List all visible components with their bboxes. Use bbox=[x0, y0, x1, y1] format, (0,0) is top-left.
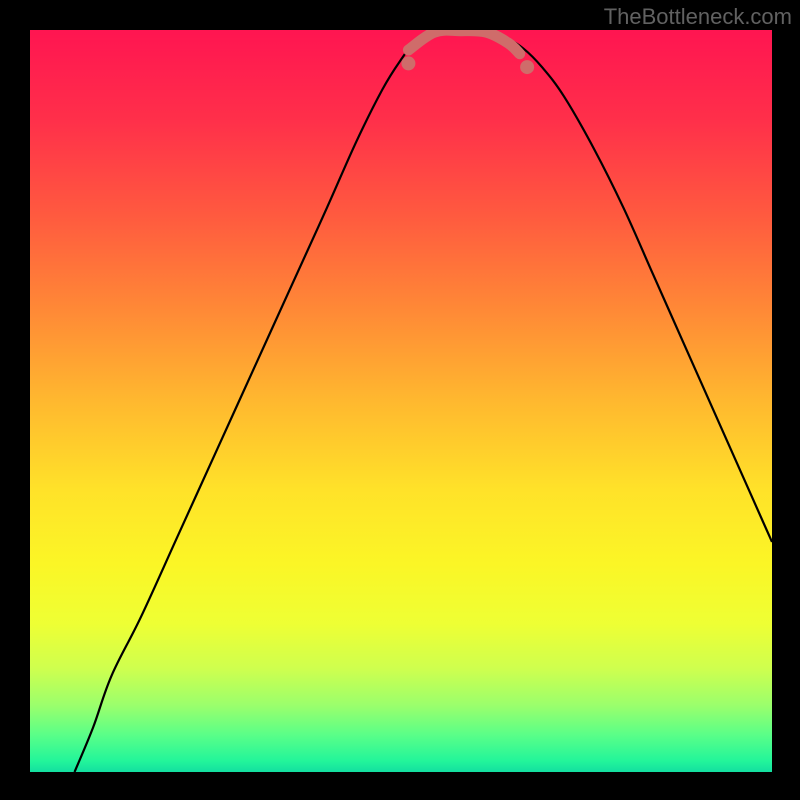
plot-area bbox=[30, 30, 772, 772]
attribution-text: TheBottleneck.com bbox=[604, 4, 792, 30]
highlight-end-dots bbox=[401, 56, 534, 74]
curve-line bbox=[75, 31, 772, 772]
optimal-range-highlight bbox=[408, 30, 519, 54]
chart-container: TheBottleneck.com bbox=[0, 0, 800, 800]
bottleneck-curve bbox=[30, 30, 772, 772]
